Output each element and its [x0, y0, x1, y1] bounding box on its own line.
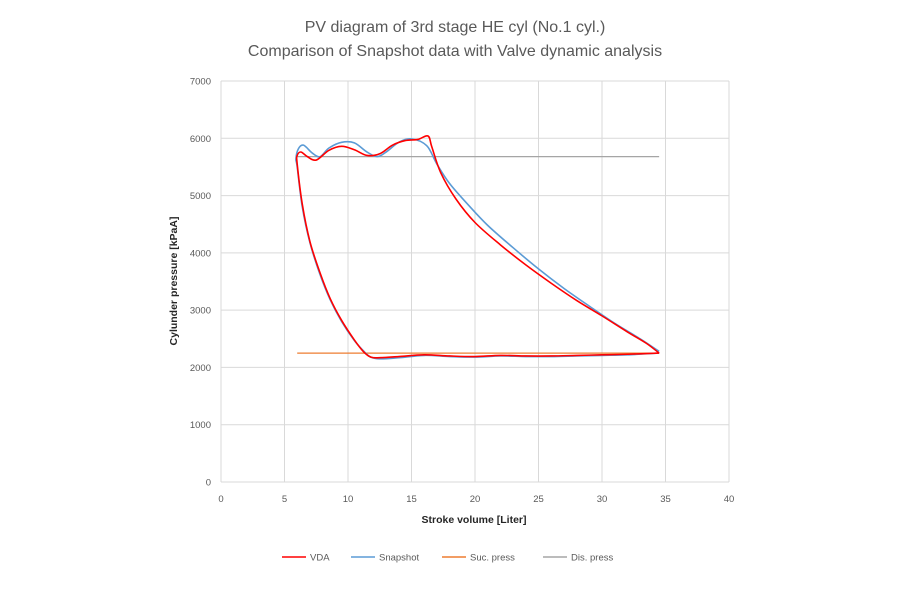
y-tick-label: 6000 [190, 134, 211, 145]
legend-label: Snapshot [379, 553, 420, 564]
y-tick-label: 0 [206, 478, 211, 489]
series-line-snapshot [295, 137, 660, 360]
chart-subtitle: Comparison of Snapshot data with Valve d… [248, 43, 662, 60]
legend-item-vda: VDA [282, 553, 330, 564]
grid-layer [220, 80, 730, 483]
x-tick-label: 30 [597, 494, 608, 505]
legend-label: Dis. press [571, 553, 613, 564]
legend-label: VDA [310, 553, 330, 564]
x-axis-label: Stroke volume [Liter] [421, 514, 526, 526]
x-tick-label: 20 [470, 494, 481, 505]
y-tick-label: 1000 [190, 420, 211, 431]
y-tick-label: 3000 [190, 306, 211, 317]
y-axis-label: Cylunder pressure [kPaA] [168, 217, 180, 346]
y-tick-label: 4000 [190, 248, 211, 259]
series-line-vda [295, 134, 660, 359]
legend-label: Suc. press [470, 553, 515, 564]
x-tick-label: 5 [282, 494, 287, 505]
y-tick-label: 7000 [190, 77, 211, 88]
x-tick-label: 25 [533, 494, 544, 505]
legend: VDA Snapshot Suc. press Dis. press [282, 553, 613, 564]
series-layer [295, 134, 660, 360]
legend-item-suc-press: Suc. press [442, 553, 515, 564]
x-tick-label: 0 [218, 494, 223, 505]
chart-title: PV diagram of 3rd stage HE cyl (No.1 cyl… [305, 19, 606, 36]
x-tick-label: 15 [406, 494, 417, 505]
y-tick-label: 5000 [190, 191, 211, 202]
x-tick-label: 35 [660, 494, 671, 505]
legend-item-dis-press: Dis. press [543, 553, 613, 564]
x-tick-label: 10 [343, 494, 354, 505]
y-tick-label: 2000 [190, 363, 211, 374]
tick-layer: 0 1000 2000 3000 4000 5000 6000 7000 0 5 10 15 20 25 3… [190, 77, 734, 506]
legend-item-snapshot: Snapshot [351, 553, 420, 564]
x-tick-label: 40 [724, 494, 735, 505]
